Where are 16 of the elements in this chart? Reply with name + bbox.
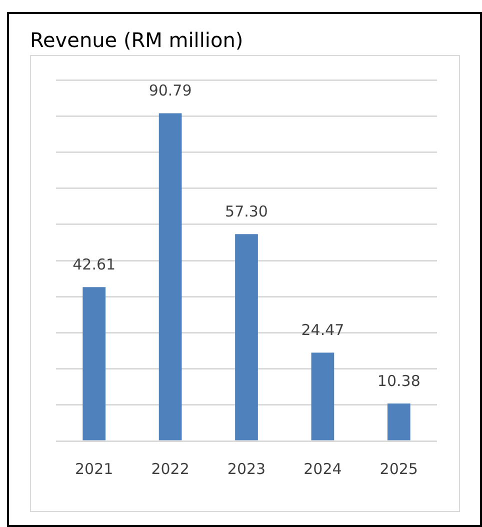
x-tick-label: 2023	[227, 460, 266, 478]
data-label: 42.61	[72, 256, 116, 274]
data-label: 24.47	[301, 321, 344, 340]
bar	[158, 113, 182, 440]
x-tick-label: 2024	[304, 460, 342, 478]
x-tick-label: 2022	[151, 460, 190, 478]
bar	[311, 352, 334, 440]
bar	[235, 234, 258, 440]
data-label: 10.38	[377, 372, 420, 390]
data-label: 57.30	[225, 202, 268, 221]
x-tick-label: 2025	[380, 460, 418, 478]
chart-title: Revenue (RM million)	[30, 28, 244, 52]
bar	[387, 404, 410, 440]
x-tick-label: 2021	[75, 460, 114, 478]
bar	[82, 287, 106, 440]
data-label: 90.79	[148, 82, 192, 100]
